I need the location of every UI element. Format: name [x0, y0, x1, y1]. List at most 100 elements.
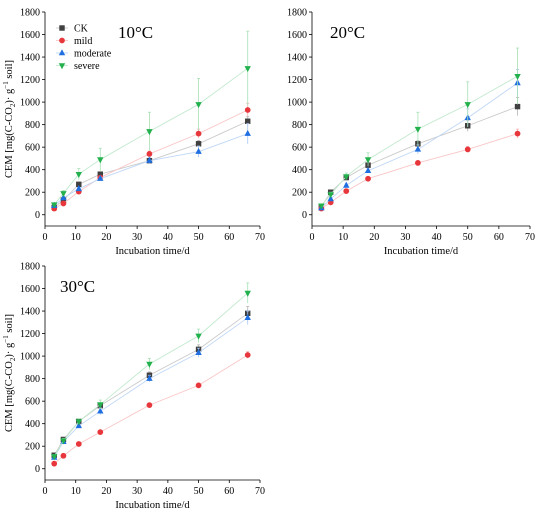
data-point — [51, 460, 58, 467]
x-tick-label: 60 — [224, 232, 234, 243]
x-tick-label: 30 — [400, 232, 410, 243]
chart-title: 30°C — [60, 277, 95, 296]
data-point — [75, 441, 82, 447]
y-tick-label: 800 — [25, 120, 40, 131]
chart-panel: 0 200 400 600 800 1000 1200 1400 1600 1800 0 10 20 30… — [2, 262, 265, 512]
y-tick-label: 200 — [292, 188, 307, 199]
legend-label: mild — [74, 36, 92, 47]
y-tick-label: 600 — [25, 397, 40, 408]
x-tick-label: 20 — [101, 486, 111, 497]
data-point — [415, 160, 421, 166]
y-tick-label: 0 — [35, 210, 40, 221]
series-CK — [51, 306, 251, 458]
data-point — [343, 181, 350, 188]
series-moderate — [51, 123, 251, 208]
y-tick-label: 400 — [292, 165, 307, 176]
data-point — [146, 151, 153, 157]
series-line — [53, 133, 248, 207]
legend-label: moderate — [74, 49, 112, 60]
y-tick-label: 200 — [25, 188, 40, 199]
y-tick-label: 0 — [302, 210, 307, 221]
y-tick-label: 400 — [25, 165, 40, 176]
y-axis-label-part: CEM [mg(C-CO — [4, 107, 15, 178]
y-tick-label: 1000 — [20, 352, 40, 363]
series-line — [320, 106, 518, 208]
data-point — [75, 419, 82, 426]
x-tick-label: 50 — [194, 232, 204, 243]
data-point — [514, 130, 521, 137]
legend-item-CK: CK — [56, 24, 89, 35]
x-tick-label: 70 — [255, 486, 265, 497]
series-mild — [51, 351, 251, 467]
chart-panel: 0 200 400 600 800 1000 1200 1400 1600 1800 0 10 20 30… — [2, 8, 265, 258]
data-point — [244, 290, 251, 297]
y-tick-label: 1400 — [20, 307, 40, 318]
data-point — [364, 167, 372, 174]
series-severe — [51, 282, 251, 461]
x-tick-label: 50 — [194, 486, 204, 497]
x-tick-label: 20 — [101, 232, 111, 243]
x-tick-label: 60 — [494, 232, 504, 243]
data-point — [464, 146, 471, 153]
y-axis-label-part: 2 — [9, 103, 17, 107]
x-tick-label: 10 — [71, 232, 81, 243]
data-point — [146, 361, 153, 368]
y-tick-label: 600 — [25, 143, 40, 154]
data-point — [146, 156, 153, 163]
x-tick-label: 40 — [163, 232, 173, 243]
series-severe — [318, 47, 521, 210]
y-tick-label: 200 — [25, 442, 40, 453]
data-point — [97, 174, 104, 181]
y-tick-label: 400 — [25, 419, 40, 430]
chart-title: 20°C — [330, 23, 365, 42]
series-line — [53, 67, 248, 205]
data-point — [414, 126, 422, 133]
y-axis-label: CEM [mg(C-CO2)· g−1 soil] — [2, 314, 17, 432]
legend-marker — [58, 63, 66, 70]
series-line — [320, 75, 518, 207]
y-tick-label: 600 — [292, 143, 307, 154]
data-point — [75, 185, 82, 192]
data-point — [514, 73, 521, 80]
data-point — [244, 107, 251, 113]
legend-label: severe — [74, 61, 100, 72]
series-mild — [51, 102, 251, 212]
legend-label: CK — [74, 24, 89, 35]
y-tick-label: 800 — [292, 120, 307, 131]
data-point — [244, 118, 251, 124]
data-point — [97, 429, 104, 436]
y-axis-label: CEM [mg(C-CO2)· g−1 soil] — [2, 60, 17, 178]
y-axis-label-part: 2 — [9, 357, 17, 361]
data-point — [97, 407, 104, 414]
data-point — [244, 129, 251, 136]
x-tick-label: 40 — [163, 486, 173, 497]
y-axis-label-part: soil] — [4, 60, 15, 81]
series-moderate — [318, 69, 521, 211]
data-point — [318, 203, 325, 210]
data-point — [414, 145, 422, 152]
data-point — [51, 454, 58, 461]
y-tick-label: 800 — [25, 374, 40, 385]
x-tick-label: 70 — [525, 232, 535, 243]
y-tick-label: 1400 — [287, 53, 307, 64]
y-tick-label: 1200 — [20, 329, 40, 340]
data-point — [60, 197, 67, 203]
chart-panel: 0 200 400 600 800 1000 1200 1400 1600 1800 0 10 20 30… — [287, 8, 535, 258]
series-line — [53, 120, 248, 208]
data-point — [244, 314, 251, 321]
data-point — [343, 188, 350, 194]
y-tick-label: 1000 — [20, 98, 40, 109]
y-axis-label-part: CEM [mg(C-CO — [4, 361, 15, 432]
data-point — [364, 157, 372, 164]
y-axis-label-part: −1 — [2, 81, 10, 89]
x-tick-label: 70 — [255, 232, 265, 243]
x-tick-label: 20 — [369, 232, 379, 243]
y-tick-label: 1600 — [287, 30, 307, 41]
data-point — [327, 192, 334, 199]
data-point — [343, 174, 350, 181]
data-point — [75, 171, 82, 178]
y-tick-label: 1800 — [20, 8, 40, 19]
y-axis-label-part: )· g — [4, 88, 15, 104]
